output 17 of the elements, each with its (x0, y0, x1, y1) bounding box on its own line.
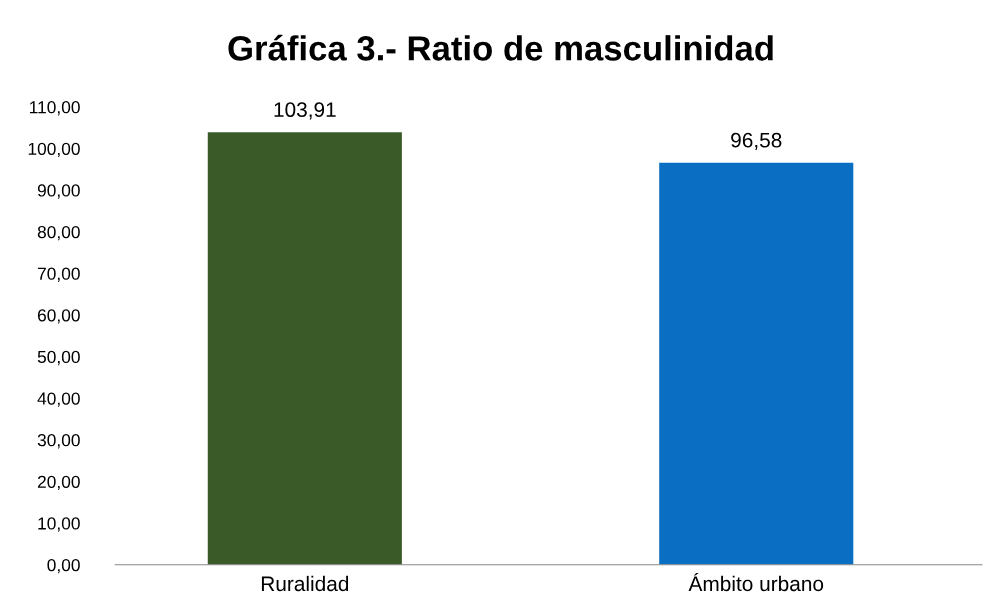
y-tick-label: 50,00 (37, 350, 80, 366)
y-tick-label: 60,00 (37, 309, 80, 324)
y-tick-label: 30,00 (37, 434, 80, 449)
x-tick-label: Ruralidad (261, 575, 349, 592)
y-tick-label: 110,00 (30, 101, 80, 116)
y-tick-label: 20,00 (37, 475, 80, 491)
y-tick-label: 90,00 (37, 184, 80, 199)
y-tick-label: 70,00 (37, 267, 80, 282)
x-tick-label: Ámbito urbano (688, 572, 824, 592)
y-tick-label: 100,00 (28, 142, 80, 158)
y-tick-label: 80,00 (37, 225, 80, 241)
chart-title: Gráfica 3.- Ratio de masculinidad (228, 34, 773, 61)
data-label: 103,91 (274, 102, 336, 120)
data-label: 96,58 (731, 132, 782, 150)
y-tick-label: 10,00 (38, 517, 80, 532)
y-tick-label: 0,00 (47, 558, 80, 574)
y-tick-label: 40,00 (37, 392, 80, 407)
